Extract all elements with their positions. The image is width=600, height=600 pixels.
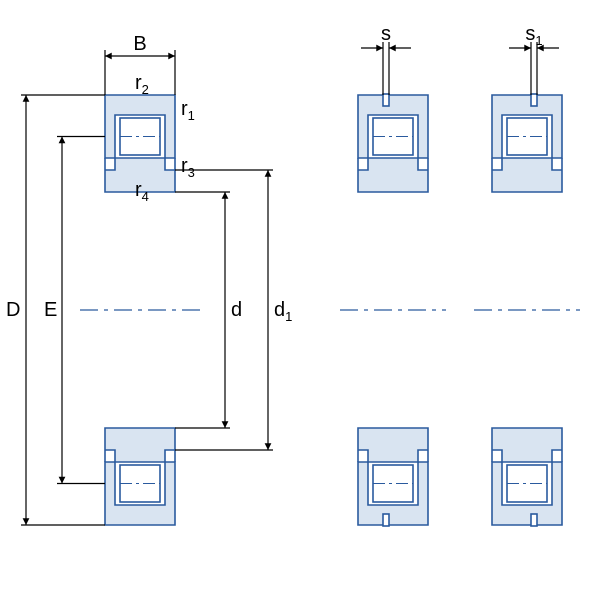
svg-text:d1: d1: [274, 299, 292, 324]
svg-text:s1: s1: [525, 23, 542, 48]
svg-text:s: s: [381, 23, 391, 45]
svg-text:E: E: [44, 299, 57, 321]
svg-text:d: d: [231, 299, 242, 321]
svg-text:r1: r1: [181, 98, 195, 123]
svg-text:r2: r2: [135, 72, 149, 97]
dimension-labels: DEdd1Br1r2r3r4ss1: [6, 23, 543, 324]
svg-text:D: D: [6, 299, 20, 321]
bearing-diagram: DEdd1Br1r2r3r4ss1: [0, 0, 600, 600]
dimension-lines: [21, 42, 559, 525]
svg-text:r3: r3: [181, 155, 195, 180]
svg-text:B: B: [133, 33, 146, 55]
